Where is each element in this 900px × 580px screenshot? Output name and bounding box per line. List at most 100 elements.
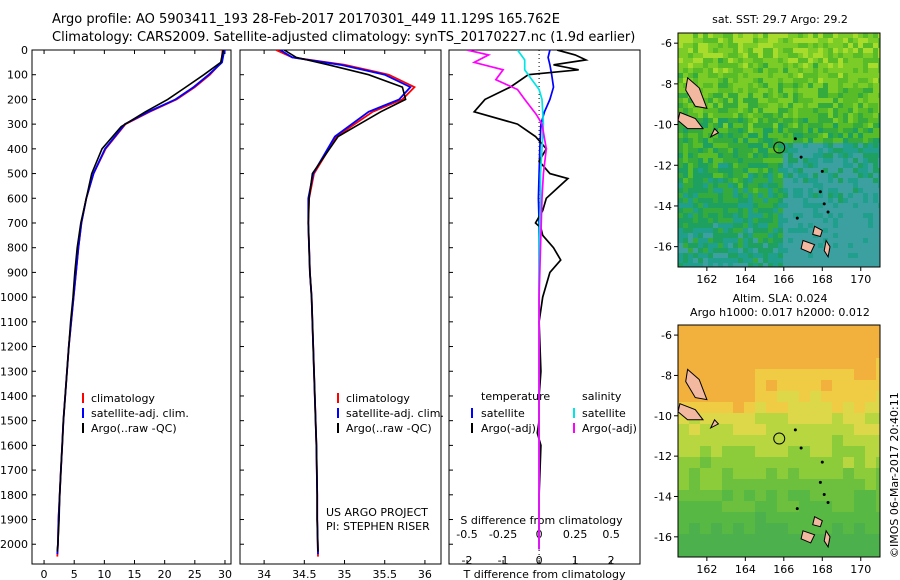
sst-map-cell	[803, 58, 809, 64]
sst-map-cell	[853, 233, 859, 239]
sla-map-cell	[788, 490, 800, 502]
sst-map-cell	[728, 108, 734, 114]
sla-map-cell	[854, 413, 866, 425]
sst-map-cell	[768, 163, 774, 169]
sst-map-cell	[773, 123, 779, 129]
sst-map-cell	[833, 78, 839, 84]
sst-map-cell	[823, 118, 829, 124]
sst-map-cell	[828, 203, 834, 209]
sst-map-cell	[873, 48, 879, 54]
sst-map-cell	[758, 203, 764, 209]
sst-map-cell	[803, 233, 809, 239]
sst-map-cell	[733, 88, 739, 94]
sst-map-cell	[828, 33, 834, 39]
sst-map-cell	[728, 118, 734, 124]
sla-map-cell	[689, 468, 701, 480]
sst-map-cell	[878, 148, 880, 154]
sst-map-cell	[873, 38, 879, 44]
sst-map-cell	[748, 38, 754, 44]
sla-map-cell	[876, 424, 880, 436]
sst-map-cell	[808, 88, 814, 94]
depth-tick-label: 300	[7, 118, 28, 131]
sst-map-cell	[728, 198, 734, 204]
sst-map-cell	[713, 203, 719, 209]
sst-map-cell	[813, 83, 819, 89]
sla-map-cell	[711, 468, 723, 480]
sla-map-cell	[788, 369, 800, 381]
sst-map-cell	[793, 103, 799, 109]
sst-map-cell	[863, 258, 869, 264]
sst-map-cell	[768, 198, 774, 204]
sla-map-cell	[821, 512, 833, 524]
sst-map-cell	[858, 168, 864, 174]
sst-map-cell	[818, 218, 824, 224]
salinity-frame	[239, 49, 442, 565]
sst-map-cell	[758, 88, 764, 94]
sst-map-cell	[853, 63, 859, 69]
sst-map-cell	[763, 203, 769, 209]
sst-map-cell	[783, 203, 789, 209]
temperature-series-0	[56, 50, 224, 557]
sla-map-cell	[799, 556, 811, 557]
sst-map-cell	[758, 48, 764, 54]
sst-map-cell	[678, 128, 684, 134]
sst-map-cell	[858, 173, 864, 179]
sla-map-cell	[700, 501, 712, 513]
sst-map-cell	[833, 263, 839, 267]
sst-map-cell	[853, 48, 859, 54]
sst-map-cell	[683, 98, 689, 104]
sst-map-cell	[828, 213, 834, 219]
sst-map-cell	[838, 78, 844, 84]
sst-map-cell	[723, 248, 729, 254]
sst-map-cell	[803, 83, 809, 89]
sst-map-cell	[793, 123, 799, 129]
sst-map-cell	[853, 38, 859, 44]
sst-map-islet-4	[826, 210, 830, 214]
sst-map-cell	[708, 218, 714, 224]
sst-map-cell	[683, 93, 689, 99]
sst-map-cell	[743, 48, 749, 54]
sla-map-cell	[810, 468, 822, 480]
sst-map-cell	[718, 248, 724, 254]
sst-map-cell	[783, 48, 789, 54]
sla-map-cell	[799, 347, 811, 359]
sla-map-cell	[711, 457, 723, 469]
sst-map-cell	[878, 138, 880, 144]
sst-map-cell	[748, 163, 754, 169]
sla-map-cell	[865, 424, 877, 436]
sst-map-cell	[713, 193, 719, 199]
sst-map-cell	[723, 63, 729, 69]
sla-map-cell	[788, 523, 800, 535]
sst-map-cell	[758, 148, 764, 154]
sla-map-cell	[711, 369, 723, 381]
sst-map-cell	[868, 233, 874, 239]
sst-map-cell	[743, 263, 749, 267]
sla-map-cell	[755, 468, 767, 480]
sst-map-cell	[748, 138, 754, 144]
sst-map-cell	[728, 88, 734, 94]
sst-map-cell	[718, 118, 724, 124]
sst-map-cell	[848, 188, 854, 194]
sst-map-cell	[688, 63, 694, 69]
sst-map-cell	[853, 258, 859, 264]
sst-map-cell	[788, 128, 794, 134]
sst-map-cell	[733, 198, 739, 204]
sst-map-cell	[688, 203, 694, 209]
sla-map-cell	[711, 391, 723, 403]
salinity-xtick-label: 34.5	[292, 568, 317, 580]
sst-map-cell	[693, 48, 699, 54]
sst-map-cell	[878, 243, 880, 249]
sst-map-cell	[733, 243, 739, 249]
sst-map-cell	[833, 108, 839, 114]
sla-map-cell	[810, 446, 822, 458]
sst-map-cell	[728, 173, 734, 179]
sst-map-cell	[678, 63, 684, 69]
sst-map-cell	[858, 73, 864, 79]
temperature-xtick-label: 10	[97, 568, 111, 580]
sst-map-cell	[748, 63, 754, 69]
sst-map-cell	[798, 98, 804, 104]
sst-map-cell	[813, 48, 819, 54]
sst-map-cell	[733, 148, 739, 154]
sla-map-cell	[799, 490, 811, 502]
sst-map-cell	[688, 213, 694, 219]
